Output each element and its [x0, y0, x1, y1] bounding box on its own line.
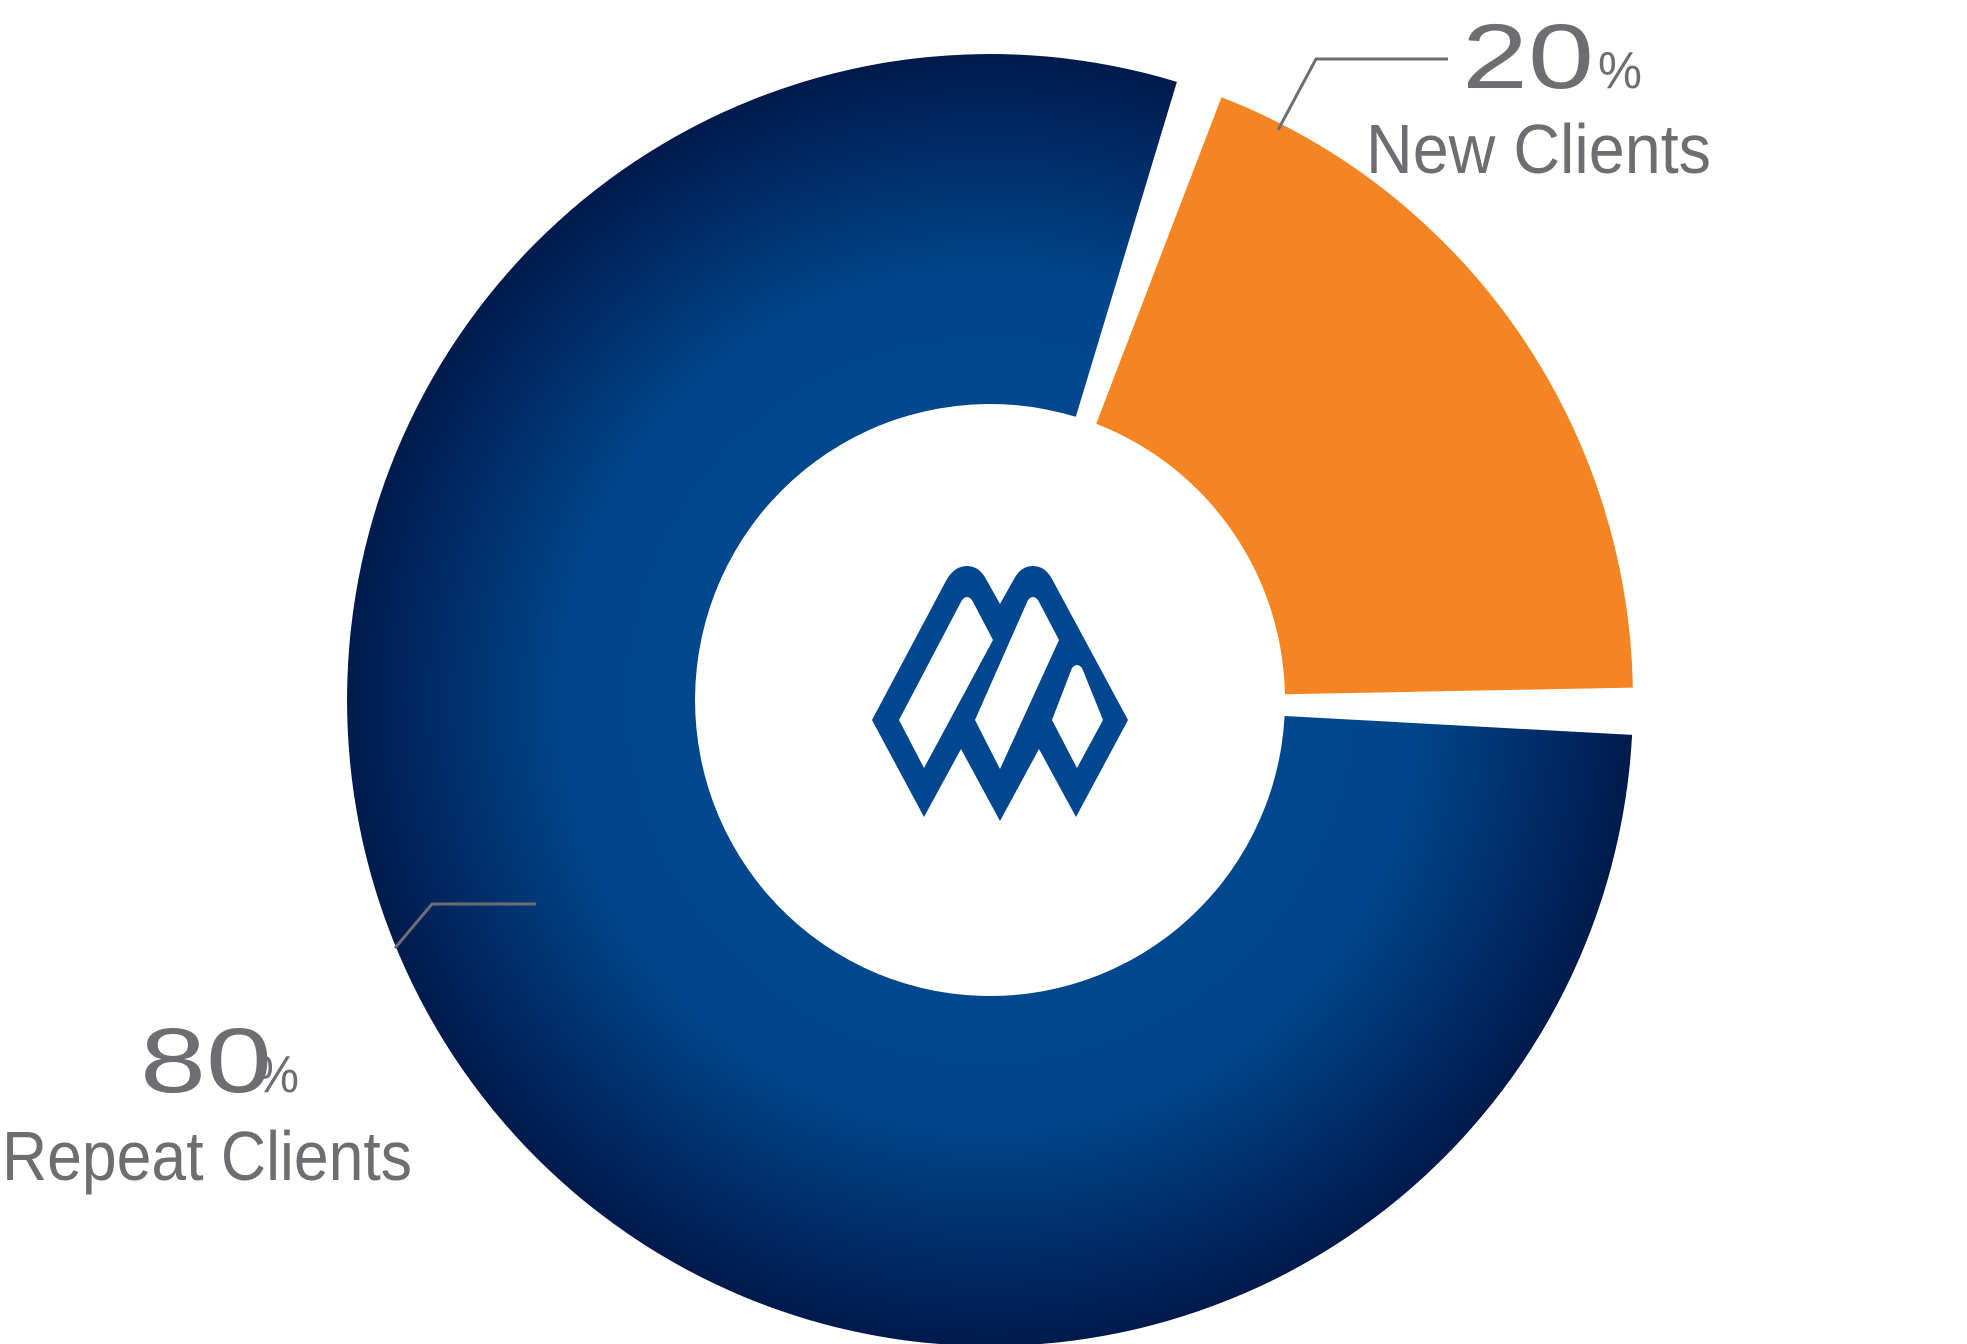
slice-repeat-clients — [347, 54, 1633, 1344]
new-clients-percent-value: 20 — [1462, 6, 1594, 108]
new-clients-percent-sign: % — [1598, 42, 1642, 100]
repeat-clients-label: Repeat Clients — [2, 1117, 412, 1195]
mountain-logo-icon — [872, 566, 1128, 821]
new-clients-label: New Clients — [1366, 110, 1711, 188]
repeat-clients-percent-sign: % — [255, 1046, 299, 1104]
leader-line-new-clients — [1276, 57, 1448, 131]
slice-new-clients — [1096, 97, 1633, 695]
leader-line-repeat-clients — [393, 902, 536, 949]
repeat-clients-value: 80 % — [140, 1010, 299, 1112]
new-clients-value: 20 % — [1462, 6, 1642, 108]
repeat-clients-percent-value: 80 — [140, 1010, 272, 1112]
